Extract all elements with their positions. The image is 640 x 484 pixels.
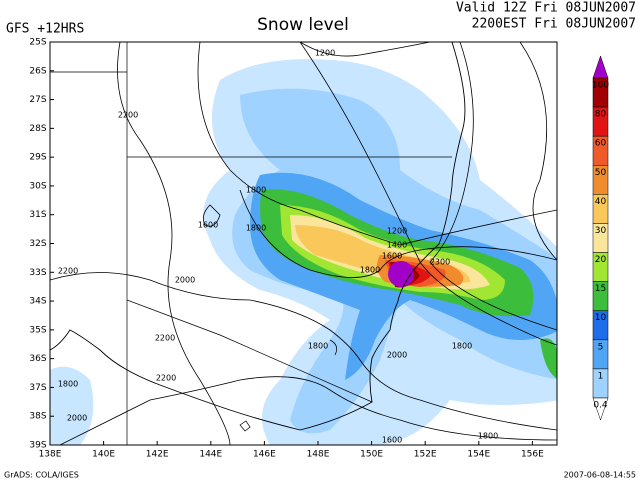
contour-label: 1800 [452, 342, 472, 351]
lat-label: 35S [29, 325, 46, 335]
colorbar-label: 20 [595, 255, 607, 265]
contour-label: 2200 [118, 111, 138, 120]
credit: GrADS: COLA/IGES [4, 471, 79, 480]
contour-label: 1800 [478, 432, 498, 441]
model-label: GFS +12HRS [6, 22, 84, 37]
shade-100 [388, 261, 414, 287]
contour-line [59, 376, 557, 445]
lon-label: 150E [360, 450, 383, 460]
shading [50, 59, 557, 445]
contour-line [50, 272, 557, 431]
lat-label: 38S [29, 412, 46, 422]
lat-label: 39S [29, 441, 46, 451]
lon-label: 154E [467, 450, 490, 460]
contour-label: 1600 [382, 436, 402, 445]
contour-label: 2000 [67, 414, 87, 423]
timestamp: 2007-06-08-14:55 [564, 471, 636, 480]
shade-light [50, 366, 94, 445]
colorbar-label: 5 [598, 342, 604, 352]
contour-label: 1600 [198, 221, 218, 230]
lon-label: 138E [39, 450, 62, 460]
contour-label: 2300 [430, 258, 450, 267]
lat-label: 30S [29, 181, 46, 191]
contour-label: 2000 [175, 276, 195, 285]
contour-line [299, 42, 557, 346]
contour-line [519, 42, 557, 261]
lon-label: 152E [414, 450, 437, 460]
contour-label: 1800 [246, 186, 266, 195]
contour-label: 1200 [315, 49, 335, 58]
contour-line [202, 204, 221, 227]
contour-label: 1800 [360, 266, 380, 275]
contour-label: 2200 [155, 334, 175, 343]
coastline [239, 339, 337, 432]
lat-label: 26S [29, 66, 46, 76]
colorbar-label: 1 [598, 371, 604, 381]
valid-time: Valid 12Z Fri 08JUN2007 [456, 1, 636, 16]
lat-label: 32S [29, 239, 46, 249]
map-area: 1200 2200 1800 1600 1800 1200 1400 1600 … [49, 41, 558, 446]
coastline [50, 42, 466, 431]
lat-label: 31S [29, 210, 46, 220]
contour-label: 1600 [382, 252, 402, 261]
colorbar-label: 10 [595, 313, 607, 323]
colorbar-label: 40 [595, 197, 607, 207]
contours [50, 42, 557, 445]
colorbar-label: 80 [595, 110, 607, 120]
lat-label: 25S [29, 38, 46, 48]
local-time: 2200EST Fri 08JUN2007 [472, 17, 636, 32]
lat-label: 36S [29, 354, 46, 364]
contour-label: 1800 [308, 342, 328, 351]
shade-10 [540, 338, 557, 379]
boundaries [50, 42, 466, 445]
colorbar-label: 60 [595, 139, 607, 149]
contour-label: 2200 [156, 374, 176, 383]
contour-line [429, 42, 557, 331]
lat-label: 27S [29, 95, 46, 105]
map-axes: 25S 26S 27S 28S 29S 30S 31S 32S 33S 34S 35S 36S 37S 3… [29, 38, 544, 460]
contour-line [299, 42, 431, 57]
lon-label: 156E [521, 450, 544, 460]
lon-label: 142E [146, 450, 169, 460]
lon-label: 148E [307, 450, 330, 460]
contour-label: 2000 [387, 351, 407, 360]
lon-label: 140E [92, 450, 115, 460]
colorbar-label: 100 [592, 81, 609, 91]
lat-label: 28S [29, 124, 46, 134]
colorbar-label: 50 [595, 168, 607, 178]
lat-label: 33S [29, 268, 46, 278]
colorbar-label: 15 [595, 284, 606, 294]
state-border [50, 42, 452, 445]
lon-label: 144E [199, 450, 222, 460]
lat-label: 29S [29, 153, 46, 163]
lat-label: 34S [29, 297, 46, 307]
contour-label: 2200 [58, 267, 78, 276]
lon-label: 146E [253, 450, 276, 460]
contour-line [117, 42, 231, 445]
contour-label: 1200 [387, 227, 407, 236]
colorbar-label: 30 [595, 226, 607, 236]
contour-label: 1400 [387, 241, 407, 250]
contour-line [197, 42, 557, 246]
lat-label: 37S [29, 383, 46, 393]
colorbar: 100 80 60 50 40 30 20 15 10 5 1 0.4 [592, 55, 609, 421]
colorbar-triangle [592, 397, 609, 421]
colorbar-label: 0.4 [593, 401, 608, 411]
contour-label: 1800 [246, 224, 266, 233]
contour-line [239, 189, 557, 278]
contour-label: 1800 [58, 380, 78, 389]
map-title: Snow level [257, 15, 349, 35]
contour-labels: 1200 2200 1800 1600 1800 1200 1400 1600 … [58, 49, 498, 445]
